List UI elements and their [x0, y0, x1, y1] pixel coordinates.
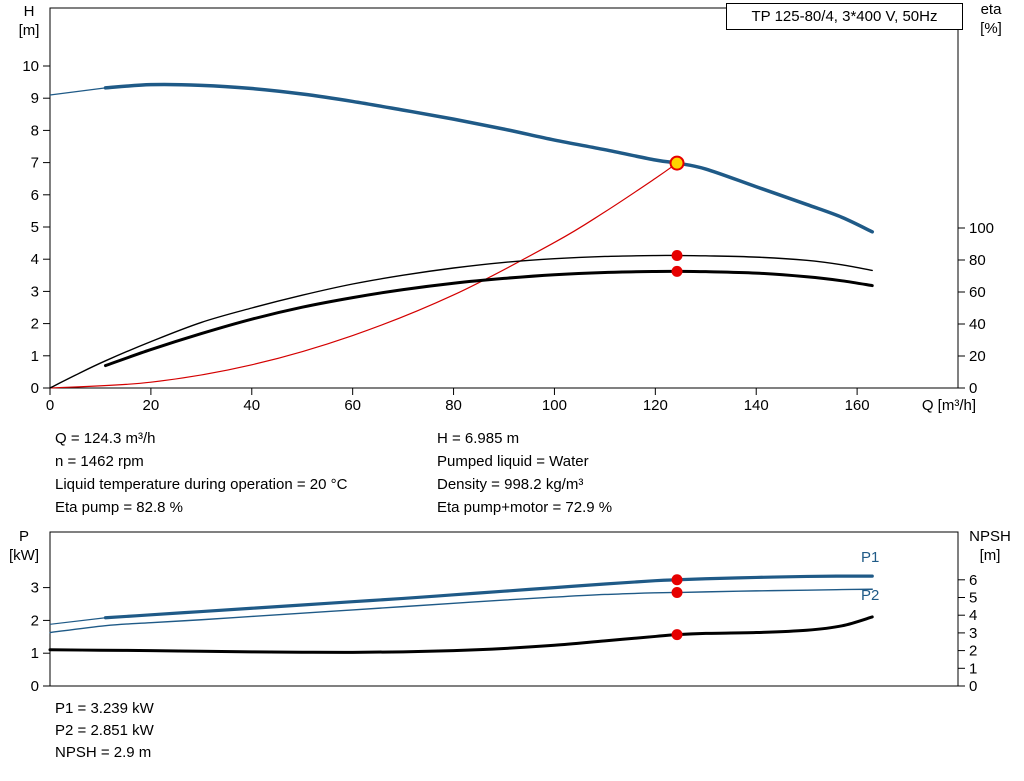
- npsh-curve: [48, 615, 874, 654]
- x-tick-label: 140: [744, 397, 769, 414]
- operating-point-dot: [671, 586, 683, 598]
- left-tick-label: 9: [31, 90, 39, 107]
- left-tick-label: 10: [22, 58, 39, 75]
- density-readout: Density = 998.2 kg/m³: [437, 476, 584, 493]
- x-tick-label: 40: [243, 397, 260, 414]
- p-axis-title-line2: [kW]: [9, 547, 39, 564]
- pump-curve-h: [103, 82, 874, 234]
- left-tick-label: 5: [31, 219, 39, 236]
- p1-curve-lead: [49, 617, 106, 625]
- left-tick-label: 3: [31, 580, 39, 597]
- h-axis-title: H [m]: [8, 2, 50, 40]
- p-axis-title: P [kW]: [0, 527, 48, 565]
- left-tick-label: 0: [31, 678, 39, 695]
- p2-series-label: P2: [861, 587, 880, 604]
- pumped-liquid-readout: Pumped liquid = Water: [437, 453, 589, 470]
- qh-eta-chart: 0 20 40 60 80 100 120 140 1600123456789100204060…: [22, 7, 994, 414]
- p1-curve: [103, 574, 874, 620]
- left-tick-label: 2: [31, 316, 39, 333]
- plot-frame: [49, 7, 959, 389]
- speed-readout: n = 1462 rpm: [55, 453, 144, 470]
- system-curve: [49, 162, 678, 389]
- npsh-axis-title-line2: [m]: [979, 547, 1001, 564]
- left-tick-label: 4: [31, 251, 39, 268]
- npsh-axis-title: NPSH [m]: [958, 527, 1022, 565]
- right-tick-label: 5: [969, 590, 977, 607]
- x-tick-label: 20: [143, 397, 160, 414]
- p2-readout: P2 = 2.851 kW: [55, 722, 154, 739]
- pump-model-title: TP 125-80/4, 3*400 V, 50Hz: [726, 3, 963, 30]
- right-tick-label: 2: [969, 643, 977, 660]
- h-axis-title-line2: [m]: [18, 22, 40, 39]
- operating-point-dot: [671, 265, 683, 277]
- flow-readout: Q = 124.3 m³/h: [55, 430, 156, 447]
- eta-axis-title-line1: eta: [980, 1, 1002, 18]
- left-tick-label: 8: [31, 122, 39, 139]
- eta-axis-title-line2: [%]: [980, 20, 1002, 37]
- left-tick-label: 6: [31, 187, 39, 204]
- right-tick-label: 0: [969, 380, 977, 397]
- right-tick-label: 6: [969, 572, 977, 589]
- right-tick-label: 100: [969, 220, 994, 237]
- right-tick-label: 3: [969, 625, 977, 642]
- power-npsh-info-column: P1 = 3.239 kW P2 = 2.851 kW NPSH = 2.9 m: [55, 698, 154, 764]
- p-axis-title-line1: P: [18, 528, 29, 545]
- p1-series-label: P1: [861, 549, 880, 566]
- eta-axis-title: eta [%]: [962, 0, 1020, 38]
- left-tick-label: 0: [31, 380, 39, 397]
- right-tick-label: 60: [969, 284, 986, 301]
- duty-point-marker[interactable]: [669, 155, 685, 171]
- operating-point-dot: [671, 629, 683, 641]
- right-tick-label: 0: [969, 678, 977, 695]
- eta-pump-motor-readout: Eta pump+motor = 72.9 %: [437, 499, 613, 516]
- pump-curve-h-lead: [49, 87, 106, 96]
- x-tick-label: 160: [845, 397, 870, 414]
- x-tick-label: 60: [344, 397, 361, 414]
- liquid-temperature-readout: Liquid temperature during operation = 20…: [55, 476, 348, 493]
- eta-pump-curve: [49, 254, 873, 389]
- eta-pump-readout: Eta pump = 82.8 %: [55, 499, 183, 516]
- q-axis-title: Q [m³/h]: [921, 397, 976, 414]
- x-tick-label: 80: [445, 397, 462, 414]
- left-tick-label: 2: [31, 612, 39, 629]
- eta-pump-motor-curve: [103, 269, 874, 368]
- p1-readout: P1 = 3.239 kW: [55, 700, 154, 717]
- head-readout: H = 6.985 m: [437, 430, 520, 447]
- operating-point-dot: [671, 574, 683, 586]
- p2-curve: [49, 588, 873, 634]
- right-tick-label: 20: [969, 348, 986, 365]
- left-tick-label: 7: [31, 155, 39, 172]
- x-tick-label: 120: [643, 397, 668, 414]
- right-tick-label: 80: [969, 252, 986, 269]
- right-tick-label: 4: [969, 607, 977, 624]
- npsh-axis-title-line1: NPSH: [969, 528, 1011, 545]
- left-tick-label: 1: [31, 645, 39, 662]
- right-tick-label: 40: [969, 316, 986, 333]
- left-tick-label: 1: [31, 348, 39, 365]
- plot-frame: [49, 531, 959, 687]
- right-tick-label: 1: [969, 660, 977, 677]
- duty-info-left-column: Q = 124.3 m³/h n = 1462 rpm Liquid tempe…: [55, 427, 347, 519]
- left-tick-label: 3: [31, 283, 39, 300]
- duty-info-right-column: H = 6.985 m Pumped liquid = Water Densit…: [437, 427, 612, 519]
- operating-point-dot: [671, 250, 683, 262]
- x-tick-label: 0: [46, 397, 54, 414]
- h-axis-title-line1: H: [23, 3, 35, 20]
- x-tick-label: 100: [542, 397, 567, 414]
- npsh-readout: NPSH = 2.9 m: [55, 744, 152, 761]
